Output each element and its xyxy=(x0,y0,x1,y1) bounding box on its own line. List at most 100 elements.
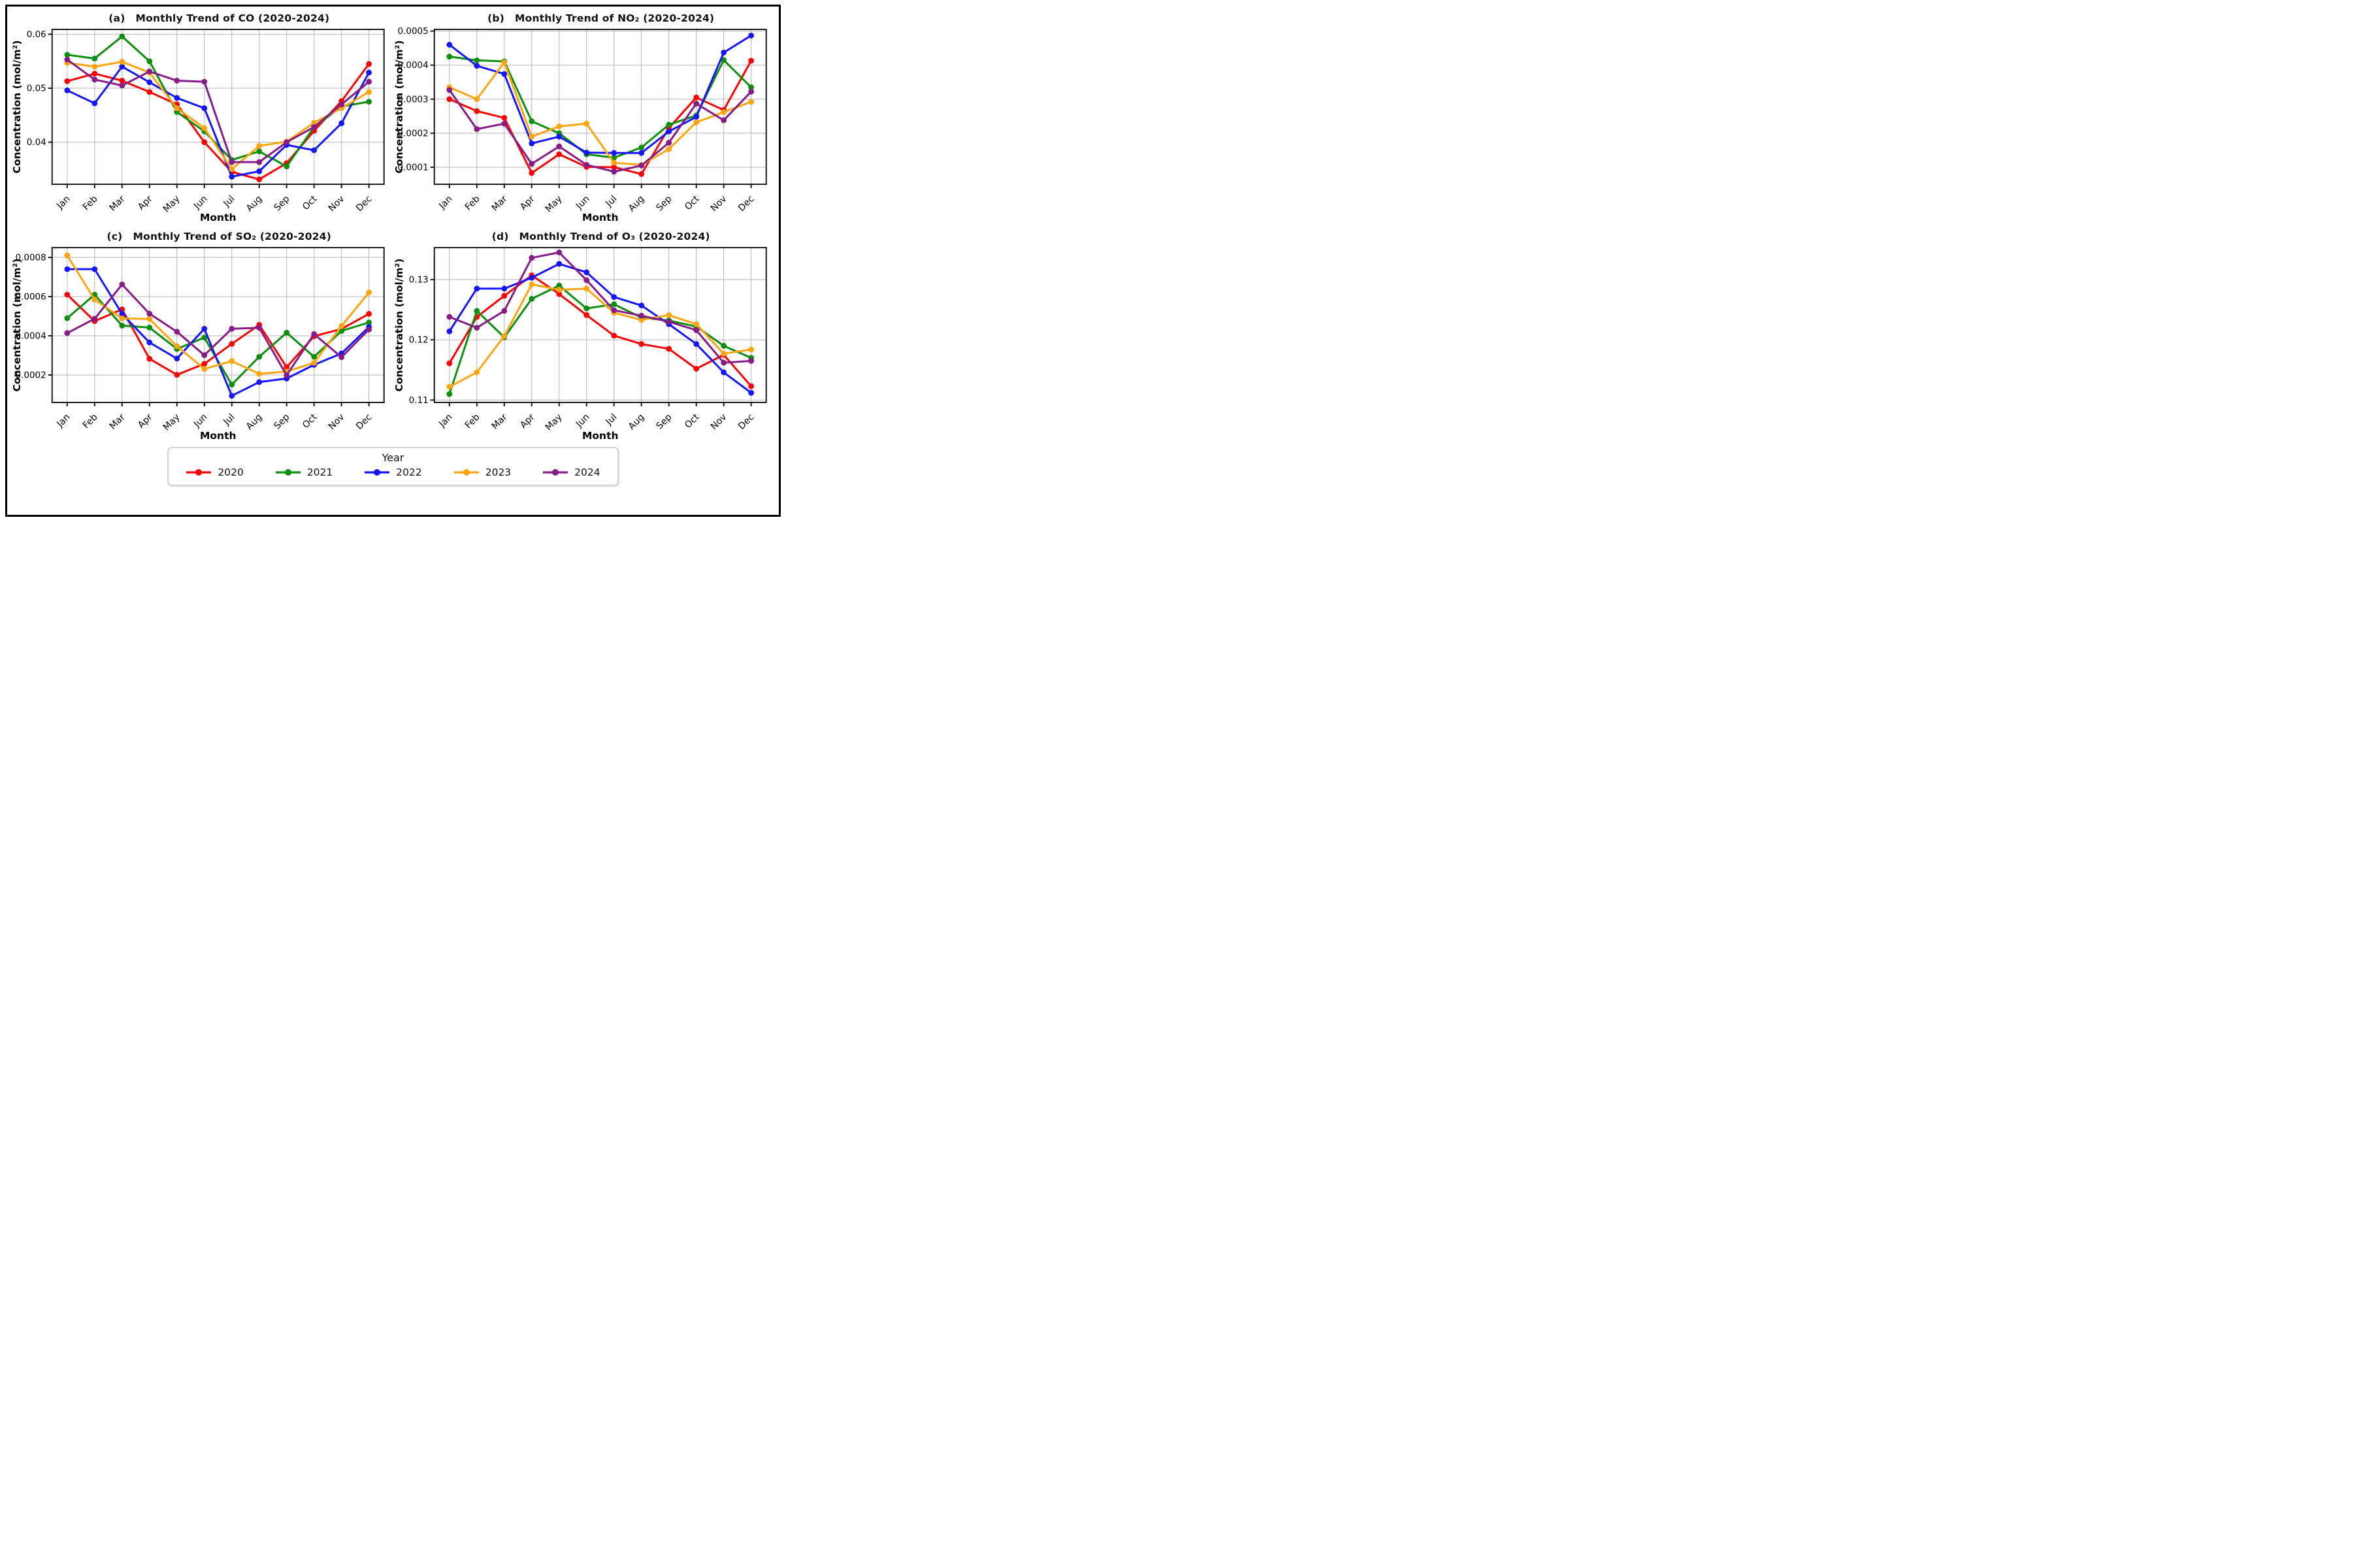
series-2024-marker xyxy=(583,161,589,168)
y-axis-label: Concentration (mol/m²) xyxy=(11,259,23,392)
panel-a-title-row: (a) Monthly Trend of CO (2020-2024) xyxy=(11,7,393,25)
series-2024 xyxy=(64,282,372,378)
svg-text:Aug: Aug xyxy=(626,412,646,433)
series-2024-marker xyxy=(610,169,617,175)
svg-text:Apr: Apr xyxy=(518,412,537,431)
series-2023 xyxy=(446,281,754,390)
series-2022-marker xyxy=(583,150,589,155)
series-2022-marker xyxy=(146,79,153,86)
series-2020-line xyxy=(448,274,752,387)
series-2023-marker xyxy=(201,366,208,372)
series-2024-marker xyxy=(446,314,452,320)
y-tick-labels: 0.0001 0.0002 0.0003 0.0004 0.0005 xyxy=(397,26,428,172)
series-2024-marker xyxy=(610,307,617,314)
panel-c-label: (c) xyxy=(106,231,123,242)
series-2020-marker xyxy=(446,360,452,367)
series-2023-marker xyxy=(720,109,727,115)
series-2022-marker xyxy=(747,32,754,39)
series-2024-marker xyxy=(720,359,727,366)
svg-text:Jul: Jul xyxy=(603,412,619,428)
series-2023-marker xyxy=(720,350,727,357)
series-2024-marker xyxy=(284,139,290,145)
series-2021-marker xyxy=(473,57,480,63)
svg-text:Apr: Apr xyxy=(518,193,537,212)
panel-d-title: Monthly Trend of O₃ (2020-2024) xyxy=(519,231,710,242)
svg-text:Oct: Oct xyxy=(301,412,319,431)
series-2024-marker xyxy=(638,312,644,319)
panel-d: (d) Monthly Trend of O₃ (2020-2024) 0.11… xyxy=(393,225,776,443)
series-2021-marker xyxy=(720,57,727,63)
series-2021-marker xyxy=(665,122,672,128)
series-2024-marker xyxy=(555,143,562,150)
series-2022-marker xyxy=(446,42,452,48)
series-2024-marker xyxy=(583,277,589,284)
series-2020-marker xyxy=(500,293,507,299)
svg-text:Jun: Jun xyxy=(191,412,209,430)
series-2021-marker xyxy=(366,99,372,105)
series-2021-marker xyxy=(119,323,125,329)
series-2024-marker xyxy=(366,78,372,85)
series-2021-marker xyxy=(555,282,562,289)
series-2020-marker xyxy=(91,71,98,77)
svg-text:Feb: Feb xyxy=(81,412,100,431)
svg-text:Oct: Oct xyxy=(301,193,319,212)
series-2024-marker xyxy=(338,354,345,361)
x-axis-label: Month xyxy=(581,212,618,223)
series-2021-marker xyxy=(91,56,98,61)
series-2023-marker xyxy=(693,119,699,125)
legend-marker-2021 xyxy=(275,469,301,476)
series-2021-line xyxy=(66,293,370,386)
plot-border xyxy=(433,29,767,185)
series-2023-marker xyxy=(473,369,480,376)
series-2024-marker xyxy=(256,159,263,165)
panel-c-title-row: (c) Monthly Trend of SO₂ (2020-2024) xyxy=(11,225,393,243)
series-2020-marker xyxy=(583,312,589,318)
y-tick-labels: 0.11 0.12 0.13 xyxy=(408,274,428,405)
legend-items: 2020 2021 2022 2023 2024 xyxy=(186,466,600,478)
series-2024-marker xyxy=(229,159,235,165)
series-2020 xyxy=(446,272,754,389)
series-2024-marker xyxy=(555,249,562,255)
x-axis-label: Month xyxy=(581,430,618,442)
series-2021-marker xyxy=(201,335,208,341)
series-2020-marker xyxy=(64,78,71,84)
series-2020-marker xyxy=(201,139,208,145)
series-2024-marker xyxy=(146,310,153,317)
series-2020-marker xyxy=(284,364,290,370)
svg-text:Feb: Feb xyxy=(463,193,482,212)
series-2024-line xyxy=(448,89,752,173)
series-2023 xyxy=(446,59,754,168)
series-2022 xyxy=(446,32,754,156)
svg-text:Jan: Jan xyxy=(436,412,454,430)
series-2022-line xyxy=(66,268,370,397)
panel-b-title-row: (b) Monthly Trend of NO₂ (2020-2024) xyxy=(393,7,776,25)
series-2024-marker xyxy=(720,117,727,123)
series-2024-marker xyxy=(91,76,98,83)
series-2024-marker xyxy=(747,357,754,364)
series-2023-marker xyxy=(366,289,372,296)
tick-marks xyxy=(430,30,752,188)
legend-marker-2022 xyxy=(365,469,390,476)
series-2024-marker xyxy=(528,255,534,261)
o3-line-chart: 0.11 0.12 0.13 Jan Feb Mar Apr May Jun Jul Aug Sep O… xyxy=(393,247,767,442)
x-axis-label: Month xyxy=(200,212,237,223)
y-axis-label: Concentration (mol/m²) xyxy=(11,41,23,174)
series-2023-marker xyxy=(119,315,125,321)
series-2023-marker xyxy=(229,358,235,365)
series-2022-marker xyxy=(528,140,534,146)
series-2020-line xyxy=(448,59,752,175)
series-2020-marker xyxy=(146,89,153,95)
svg-text:0.04: 0.04 xyxy=(27,137,46,148)
series-2024 xyxy=(446,87,754,175)
series-2023-marker xyxy=(256,142,263,149)
series-2024 xyxy=(64,56,372,165)
series-2020-marker xyxy=(119,78,125,84)
series-2021-marker xyxy=(146,325,153,331)
series-2021-marker xyxy=(119,33,125,40)
series-2024-marker xyxy=(747,88,754,95)
series-2022-marker xyxy=(146,339,153,346)
no2-line-chart: 0.0001 0.0002 0.0003 0.0004 0.0005 Jan Feb Mar A… xyxy=(393,26,767,223)
series-2021-marker xyxy=(311,353,318,360)
svg-text:0.0001: 0.0001 xyxy=(397,162,428,172)
series-2022-marker xyxy=(610,294,617,301)
